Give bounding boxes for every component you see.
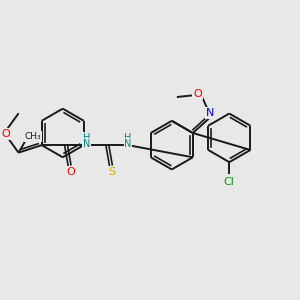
Text: CH₃: CH₃	[25, 132, 41, 141]
Text: O: O	[193, 89, 202, 100]
Text: H: H	[124, 133, 132, 143]
Text: N: N	[124, 139, 132, 149]
Text: O: O	[1, 129, 10, 139]
Text: S: S	[109, 167, 116, 177]
Text: H: H	[83, 133, 90, 143]
Text: N: N	[83, 139, 90, 149]
Text: O: O	[67, 167, 75, 177]
Text: Cl: Cl	[224, 177, 235, 187]
Text: N: N	[206, 108, 214, 118]
